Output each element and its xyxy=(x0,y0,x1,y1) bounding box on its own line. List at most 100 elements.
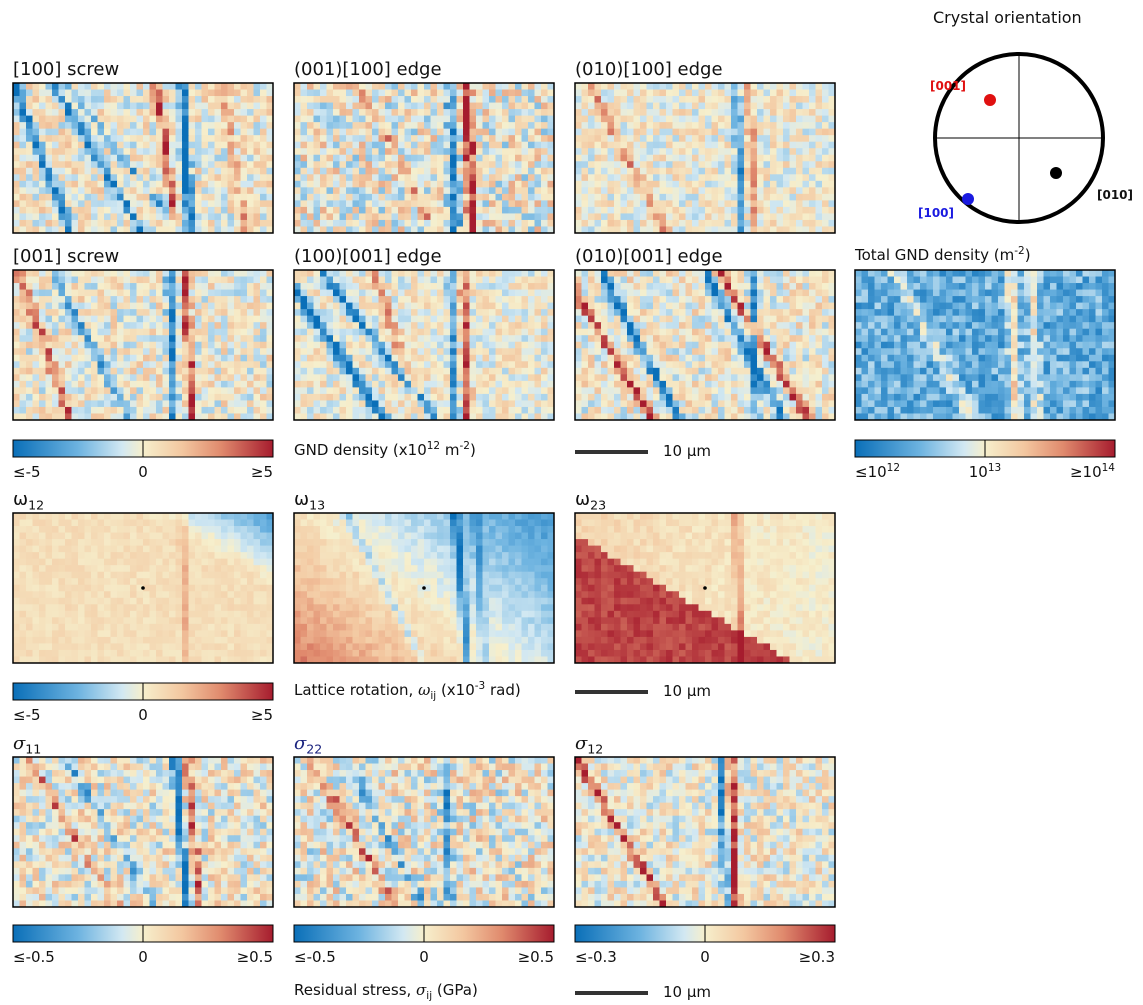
map-pixel xyxy=(385,122,392,129)
map-pixel xyxy=(437,290,444,297)
map-pixel xyxy=(666,213,673,220)
map-pixel xyxy=(85,283,92,290)
map-pixel xyxy=(320,116,327,123)
map-pixel xyxy=(431,129,438,136)
map-pixel xyxy=(424,329,431,336)
map-pixel xyxy=(104,322,111,329)
map-pixel xyxy=(411,220,418,227)
map-pixel xyxy=(215,161,222,168)
map-pixel xyxy=(621,277,628,284)
map-pixel xyxy=(195,161,202,168)
map-pixel xyxy=(327,348,334,355)
map-pixel xyxy=(156,277,163,284)
map-pixel xyxy=(601,194,608,201)
map-pixel xyxy=(150,335,157,342)
map-pixel xyxy=(770,187,777,194)
map-pixel xyxy=(39,283,46,290)
map-pixel xyxy=(372,277,379,284)
map-pixel xyxy=(117,290,124,297)
map-pixel xyxy=(392,109,399,116)
map-pixel xyxy=(379,348,386,355)
map-pixel xyxy=(182,213,189,220)
map-pixel xyxy=(608,122,615,129)
map-pixel xyxy=(72,387,79,394)
map-pixel xyxy=(621,213,628,220)
map-pixel xyxy=(346,290,353,297)
map-pixel xyxy=(104,296,111,303)
map-pixel xyxy=(379,309,386,316)
map-pixel xyxy=(431,381,438,388)
map-pixel xyxy=(796,148,803,155)
map xyxy=(294,270,554,420)
map-pixel xyxy=(33,381,40,388)
map-pixel xyxy=(254,309,261,316)
map-pixel xyxy=(502,103,509,110)
map-pixel xyxy=(169,303,176,310)
map-pixel xyxy=(353,277,360,284)
map-pixel xyxy=(195,296,202,303)
map-pixel xyxy=(418,355,425,362)
map-pixel xyxy=(20,407,27,414)
map-pixel xyxy=(59,142,66,149)
map-pixel xyxy=(85,200,92,207)
map-pixel xyxy=(202,316,209,323)
map-pixel xyxy=(117,207,124,214)
map-pixel xyxy=(608,194,615,201)
map-pixel xyxy=(457,207,464,214)
map-pixel xyxy=(117,270,124,277)
map-pixel xyxy=(424,355,431,362)
map-pixel xyxy=(614,187,621,194)
map-pixel xyxy=(725,194,732,201)
map-pixel xyxy=(379,200,386,207)
map-pixel xyxy=(582,220,589,227)
map-pixel xyxy=(764,135,771,142)
map-pixel xyxy=(215,342,222,349)
map-pixel xyxy=(535,116,542,123)
map-pixel xyxy=(751,277,758,284)
map-pixel xyxy=(621,316,628,323)
map-pixel xyxy=(189,187,196,194)
map-pixel xyxy=(189,296,196,303)
map-pixel xyxy=(26,174,33,181)
map-pixel xyxy=(437,355,444,362)
map-pixel xyxy=(489,155,496,162)
map-pixel xyxy=(450,142,457,149)
map-pixel xyxy=(751,213,758,220)
map-pixel xyxy=(712,155,719,162)
map-pixel xyxy=(111,142,118,149)
map-pixel xyxy=(72,155,79,162)
map-pixel xyxy=(640,220,647,227)
map-pixel xyxy=(822,270,829,277)
map-pixel xyxy=(111,322,118,329)
map-pixel xyxy=(85,335,92,342)
map-pixel xyxy=(72,277,79,284)
map-pixel xyxy=(790,148,797,155)
map-pixel xyxy=(705,316,712,323)
map-pixel xyxy=(783,142,790,149)
map-pixel xyxy=(189,387,196,394)
map-pixel xyxy=(78,83,85,90)
map-pixel xyxy=(247,168,254,175)
map-pixel xyxy=(98,200,105,207)
map-pixel xyxy=(333,316,340,323)
map-pixel xyxy=(150,329,157,336)
map-pixel xyxy=(692,290,699,297)
map-pixel xyxy=(444,355,451,362)
map-pixel xyxy=(215,400,222,407)
map-pixel xyxy=(515,148,522,155)
map-pixel xyxy=(673,148,680,155)
map-pixel xyxy=(783,129,790,136)
map-pixel xyxy=(176,322,183,329)
map-pixel xyxy=(424,374,431,381)
map-pixel xyxy=(692,148,699,155)
map-pixel xyxy=(764,181,771,188)
map-pixel xyxy=(221,155,228,162)
map-pixel xyxy=(215,207,222,214)
map-pixel xyxy=(254,355,261,362)
map-pixel xyxy=(647,309,654,316)
map-pixel xyxy=(260,96,267,103)
map-pixel xyxy=(294,135,301,142)
map-pixel xyxy=(372,194,379,201)
map-pixel xyxy=(627,194,634,201)
map-pixel xyxy=(718,322,725,329)
